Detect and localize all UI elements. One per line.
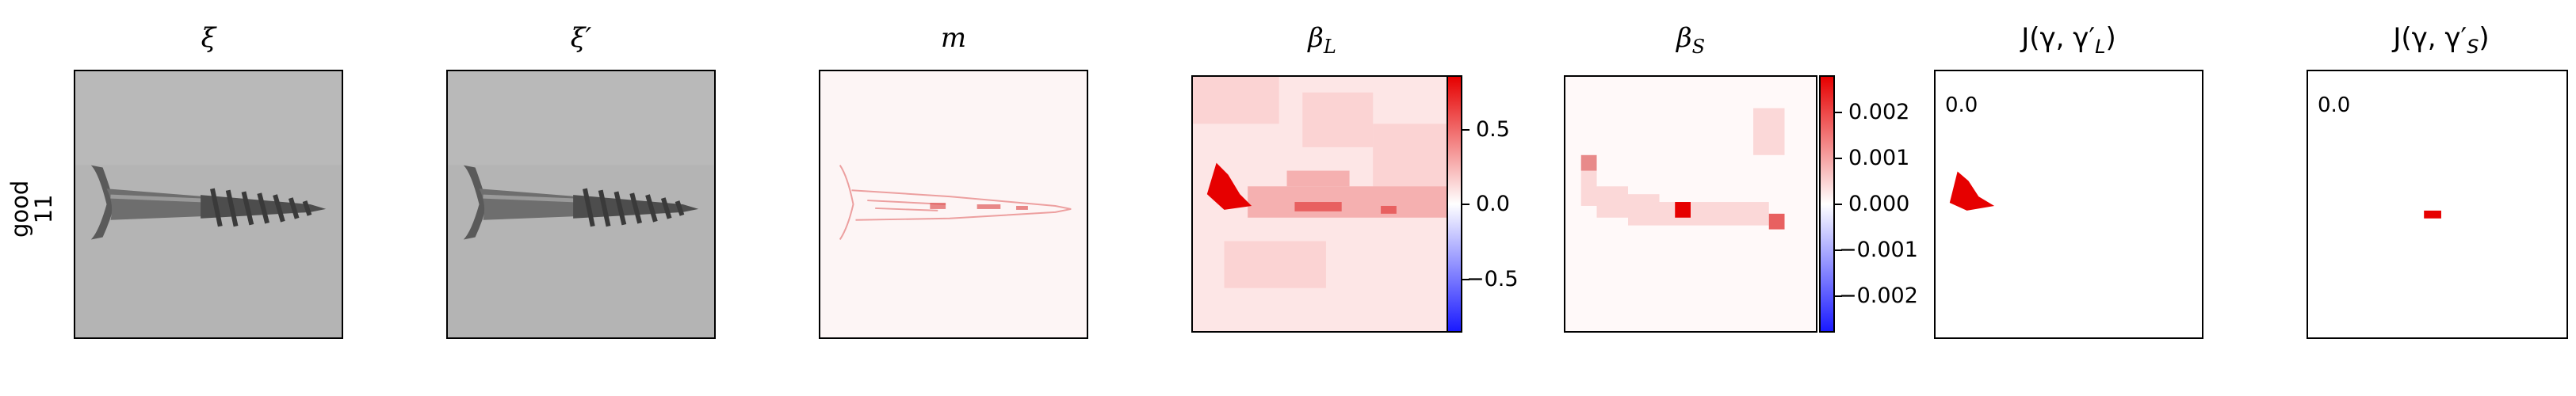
- panel-title-xi-prime: ξ′: [446, 22, 716, 54]
- panel-title-beta-l: βL: [1191, 22, 1453, 58]
- colorbar-l-tick-0: 0.5: [1476, 117, 1510, 142]
- colorbar-s-tickmark-3: [1835, 249, 1842, 251]
- panel-title-j-s-end: ): [2479, 22, 2490, 54]
- colorbar-s-tickmark-1: [1835, 158, 1842, 159]
- panel-title-j-s: J(γ, γ′S): [2307, 22, 2576, 58]
- panel-title-j-s-text: J(γ, γ′: [2393, 22, 2467, 54]
- panel-title-m: m: [819, 22, 1088, 54]
- colorbar-beta-s: [1819, 75, 1835, 333]
- panel-title-beta-l-sub: L: [1323, 35, 1336, 58]
- image-panel-j-l: 0.0: [1934, 70, 2203, 339]
- colorbar-l-tickmark-0: [1462, 129, 1470, 131]
- panel-title-j-s-sub: S: [2467, 35, 2479, 58]
- panel-title-m-text: m: [940, 22, 967, 54]
- score-j-l: 0.0: [1945, 93, 1978, 117]
- colorbar-s-tick-0: 0.002: [1848, 100, 1910, 124]
- colorbar-l-tickmark-2: [1462, 279, 1470, 280]
- image-panel-reconstruction: [446, 70, 716, 339]
- colorbar-l-tick-2: −0.5: [1466, 267, 1519, 291]
- panel-title-beta-s-sub: S: [1691, 35, 1706, 58]
- row-label-line2: 11: [30, 194, 57, 224]
- row-label: good 11: [6, 180, 57, 238]
- colorbar-s-tickmark-0: [1835, 112, 1842, 113]
- panel-title-xi-text: ξ: [201, 22, 216, 54]
- panel-title-xi-prime-text: ξ′: [570, 22, 592, 54]
- j-l-map: [1949, 171, 1995, 211]
- panel-title-beta-s: βS: [1564, 22, 1817, 58]
- screw-image-original: [75, 71, 342, 337]
- colorbar-s-tickmark-4: [1835, 295, 1842, 297]
- panel-title-j-l: J(γ, γ′L): [1934, 22, 2203, 58]
- panel-title-j-l-text: J(γ, γ′: [2021, 22, 2096, 54]
- colorbar-beta-l: [1447, 75, 1462, 333]
- colorbar-s-tickmark-2: [1835, 204, 1842, 205]
- screw-image-reconstruction: [448, 71, 714, 337]
- beta-l-heatmap: [1193, 77, 1451, 331]
- panel-title-beta-l-text: β: [1308, 22, 1324, 54]
- colorbar-l-tick-1: 0.0: [1476, 192, 1510, 216]
- image-panel-mask: [819, 70, 1088, 339]
- mask-heatmap: [820, 71, 1087, 337]
- colorbar-s-tick-1: 0.001: [1848, 146, 1910, 170]
- panel-title-beta-s-text: β: [1676, 22, 1692, 54]
- panel-title-j-l-sub: L: [2095, 35, 2106, 58]
- colorbar-s-tick-2: 0.000: [1848, 192, 1910, 216]
- colorbar-s-tick-4: −0.002: [1839, 284, 1918, 308]
- colorbar-s-tick-3: −0.001: [1839, 238, 1918, 262]
- row-label-line1: good: [6, 180, 33, 238]
- image-panel-beta-s: [1564, 75, 1817, 333]
- j-s-map: [2424, 210, 2441, 219]
- image-panel-j-s: 0.0: [2307, 70, 2568, 339]
- panel-title-j-l-end: ): [2105, 22, 2116, 54]
- colorbar-l-tickmark-1: [1462, 204, 1470, 205]
- image-panel-original: [74, 70, 343, 339]
- image-panel-beta-l: [1191, 75, 1453, 333]
- score-j-s: 0.0: [2318, 93, 2351, 117]
- beta-s-heatmap: [1565, 77, 1816, 331]
- panel-title-xi: ξ: [74, 22, 343, 54]
